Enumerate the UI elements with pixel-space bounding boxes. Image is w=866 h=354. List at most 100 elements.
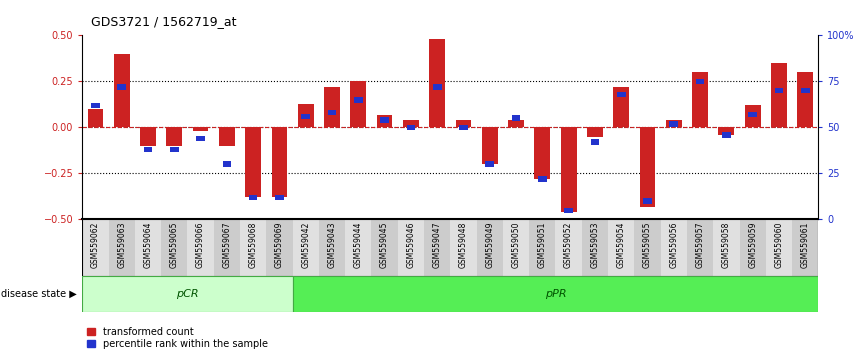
Bar [798,72,813,127]
Bar [82,219,108,276]
Bar [771,63,787,127]
Bar [459,125,468,130]
Bar [144,147,152,152]
Bar [476,219,503,276]
Text: GDS3721 / 1562719_at: GDS3721 / 1562719_at [91,15,236,28]
Bar [450,219,476,276]
Bar [582,219,608,276]
Bar [327,110,336,115]
Text: GSM559053: GSM559053 [591,221,599,268]
Text: GSM559044: GSM559044 [354,221,363,268]
Bar [140,127,156,146]
Text: GSM559047: GSM559047 [433,221,442,268]
Text: GSM559046: GSM559046 [406,221,416,268]
Bar [561,127,577,212]
Bar [634,219,661,276]
Bar [267,219,293,276]
Text: GSM559059: GSM559059 [748,221,757,268]
Bar [82,276,293,312]
Bar [113,54,130,127]
Bar [223,161,231,167]
Bar [669,121,678,126]
Text: GSM559043: GSM559043 [327,221,337,268]
Bar [740,219,766,276]
Bar [719,127,734,135]
Bar [714,219,740,276]
Text: GSM559057: GSM559057 [695,221,705,268]
Bar [508,120,524,127]
Bar [748,112,757,117]
Bar [272,127,288,198]
Bar [486,161,494,167]
Text: GSM559058: GSM559058 [722,221,731,268]
Bar [617,92,625,97]
Text: GSM559051: GSM559051 [538,221,546,268]
Bar [187,219,214,276]
Bar [613,87,629,127]
Bar [722,132,731,138]
Bar [534,127,550,179]
Bar [430,39,445,127]
Text: disease state ▶: disease state ▶ [1,289,76,299]
Text: GSM559069: GSM559069 [275,221,284,268]
Bar [166,127,182,146]
Bar [192,127,209,131]
Bar [608,219,634,276]
Bar [351,81,366,127]
Bar [87,109,103,127]
Bar [456,120,471,127]
Bar [346,219,372,276]
Bar [433,84,442,90]
Text: GSM559066: GSM559066 [196,221,205,268]
Text: GSM559068: GSM559068 [249,221,258,268]
Bar [377,115,392,127]
Bar [687,219,714,276]
Bar [170,147,178,152]
Bar [324,87,339,127]
Bar [695,79,704,84]
Bar [565,207,573,213]
Bar [792,219,818,276]
Bar [529,219,555,276]
Text: GSM559063: GSM559063 [117,221,126,268]
Bar [245,127,261,198]
Bar [397,219,424,276]
Bar [240,219,267,276]
Bar [118,84,126,90]
Text: GSM559052: GSM559052 [564,221,573,268]
Text: GSM559055: GSM559055 [643,221,652,268]
Bar [372,219,397,276]
Text: GSM559056: GSM559056 [669,221,678,268]
Text: GSM559042: GSM559042 [301,221,310,268]
Legend: transformed count, percentile rank within the sample: transformed count, percentile rank withi… [87,327,268,349]
Text: GSM559065: GSM559065 [170,221,178,268]
Text: pPR: pPR [545,289,566,299]
Bar [197,136,205,141]
Bar [293,276,818,312]
Bar [380,117,389,123]
Bar [512,115,520,121]
Bar [640,127,656,207]
Text: GSM559064: GSM559064 [144,221,152,268]
Bar [108,219,135,276]
Bar [424,219,450,276]
Bar [135,219,161,276]
Bar [481,127,498,164]
Bar [293,219,319,276]
Text: pCR: pCR [176,289,198,299]
Bar [161,219,187,276]
Text: GSM559067: GSM559067 [223,221,231,268]
Bar [666,120,682,127]
Bar [538,176,546,182]
Bar [319,219,346,276]
Bar [91,103,100,108]
Bar [766,219,792,276]
Bar [275,195,284,200]
Text: GSM559054: GSM559054 [617,221,626,268]
Bar [692,72,708,127]
Bar [406,125,415,130]
Bar [219,127,235,146]
Text: GSM559050: GSM559050 [512,221,520,268]
Text: GSM559049: GSM559049 [485,221,494,268]
Bar [591,139,599,145]
